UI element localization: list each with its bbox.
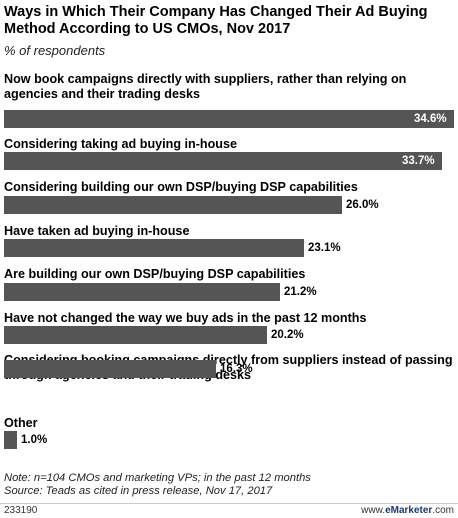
bar bbox=[4, 196, 342, 214]
category-label: Considering taking ad buying in-house bbox=[4, 137, 237, 151]
site-brand: eMarketer bbox=[385, 505, 433, 516]
note-text: Note: n=104 CMOs and marketing VPs; in t… bbox=[4, 472, 311, 484]
category-label: Now book campaigns directly with supplie… bbox=[4, 72, 407, 101]
data-label: 1.0% bbox=[21, 434, 48, 446]
chart-note: Note: n=104 CMOs and marketing VPs; in t… bbox=[4, 472, 311, 498]
data-label: 21.2% bbox=[284, 286, 317, 298]
site-suffix: .com bbox=[432, 505, 454, 516]
bar bbox=[4, 110, 454, 128]
bar bbox=[4, 360, 216, 378]
category-label: Have not changed the way we buy ads in t… bbox=[4, 311, 367, 325]
category-label: Other bbox=[4, 416, 38, 430]
category-label: Considering building our own DSP/buying … bbox=[4, 180, 358, 194]
chart-id: 233190 bbox=[4, 505, 38, 516]
emarketer-logo: www.eMarketer.com bbox=[361, 505, 454, 516]
site-prefix: www. bbox=[361, 505, 386, 516]
bar bbox=[4, 326, 267, 344]
bar bbox=[4, 152, 442, 170]
chart-title: Ways in Which Their Company Has Changed … bbox=[4, 4, 428, 37]
chart-subtitle: % of respondents bbox=[4, 43, 106, 58]
data-label: 26.0% bbox=[346, 199, 379, 211]
data-label: 20.2% bbox=[271, 329, 304, 341]
category-label: Are building our own DSP/buying DSP capa… bbox=[4, 267, 306, 281]
data-label: 34.6% bbox=[414, 113, 447, 125]
data-label: 16.3% bbox=[220, 363, 253, 375]
source-text: Source: Teads as cited in press release,… bbox=[4, 485, 273, 497]
data-label: 33.7% bbox=[402, 155, 435, 167]
bar bbox=[4, 239, 304, 257]
category-label: Have taken ad buying in-house bbox=[4, 224, 190, 238]
bar bbox=[4, 431, 17, 449]
bar bbox=[4, 283, 280, 301]
data-label: 23.1% bbox=[308, 242, 341, 254]
footer-divider bbox=[0, 503, 458, 504]
